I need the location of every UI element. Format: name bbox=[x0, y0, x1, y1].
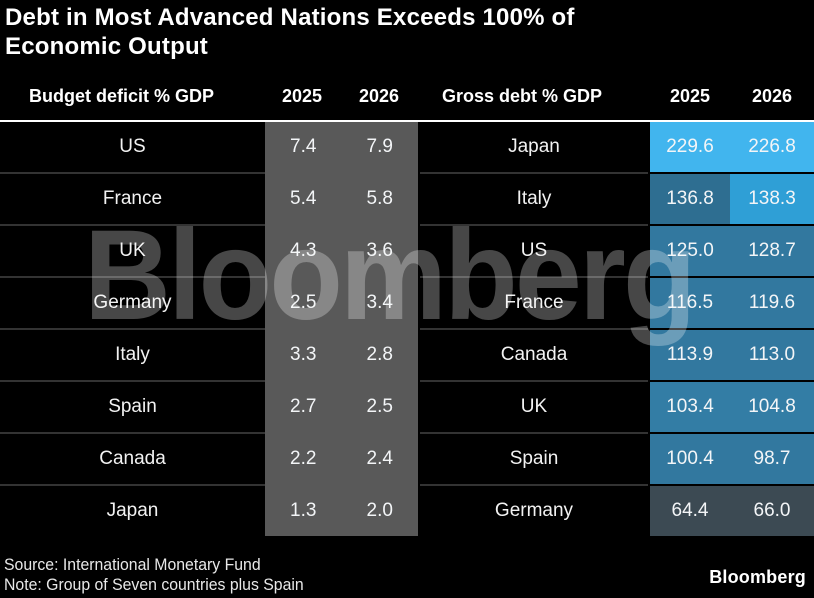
right-table-header-label: Gross debt % GDP bbox=[442, 86, 603, 106]
value-cell-2026: 66.0 bbox=[730, 486, 814, 536]
value-block: 136.8 138.3 bbox=[650, 172, 814, 224]
country-cell: France bbox=[420, 276, 648, 328]
table-row: UK 4.3 3.6 bbox=[0, 224, 418, 276]
country-cell: Canada bbox=[0, 432, 265, 484]
value-block: 103.4 104.8 bbox=[650, 380, 814, 432]
value-cell-2025: 3.3 bbox=[290, 344, 317, 365]
table-row: US 7.4 7.9 bbox=[0, 122, 418, 172]
table-row: Germany 2.5 3.4 bbox=[0, 276, 418, 328]
page-title: Debt in Most Advanced Nations Exceeds 10… bbox=[5, 4, 575, 60]
country-cell: US bbox=[119, 136, 146, 157]
value-cell-2026: 138.3 bbox=[730, 174, 814, 224]
table-row: Spain 100.4 98.7 bbox=[420, 432, 814, 484]
value-cell-2025: 64.4 bbox=[650, 486, 730, 536]
value-cell-2026: 119.6 bbox=[730, 278, 814, 328]
table-row: France 5.4 5.8 bbox=[0, 172, 418, 224]
value-cell-2025: 2.2 bbox=[290, 448, 317, 469]
country-cell: US bbox=[420, 224, 648, 276]
left-table-header-2026: 2026 bbox=[358, 86, 400, 106]
country-cell: Spain bbox=[420, 432, 648, 484]
value-block: 113.9 113.0 bbox=[650, 328, 814, 380]
value-block: 2.7 2.5 bbox=[265, 380, 418, 432]
value-cell-2025: 100.4 bbox=[650, 434, 730, 484]
value-block: 229.6 226.8 bbox=[650, 122, 814, 172]
value-cell-2025: 125.0 bbox=[650, 226, 730, 276]
value-cell-2025: 103.4 bbox=[650, 382, 730, 432]
value-cell-2026: 104.8 bbox=[730, 382, 814, 432]
table-row: Spain 2.7 2.5 bbox=[0, 380, 418, 432]
value-cell-2026: 226.8 bbox=[730, 122, 814, 172]
value-block: 125.0 128.7 bbox=[650, 224, 814, 276]
country-cell: Japan bbox=[0, 484, 265, 536]
value-cell-2026: 2.4 bbox=[366, 448, 393, 469]
source-note: Source: International Monetary Fund bbox=[4, 555, 261, 574]
budget-deficit-table: US 7.4 7.9 France 5.4 5.8 UK 4.3 3.6 Ger… bbox=[0, 122, 418, 536]
country-cell: Japan bbox=[508, 136, 560, 157]
right-table-header-2025: 2025 bbox=[669, 86, 711, 106]
value-cell-2026: 2.0 bbox=[366, 500, 393, 521]
value-cell-2025: 4.3 bbox=[290, 240, 317, 261]
value-cell-2026: 98.7 bbox=[730, 434, 814, 484]
table-row: Japan 229.6 226.8 bbox=[420, 122, 814, 172]
country-cell: Italy bbox=[420, 172, 648, 224]
left-table-header-label: Budget deficit % GDP bbox=[29, 86, 215, 106]
value-cell-2025: 5.4 bbox=[290, 188, 317, 209]
value-block: 2.2 2.4 bbox=[265, 432, 418, 484]
value-block: 4.3 3.6 bbox=[265, 224, 418, 276]
value-cell-2026: 2.8 bbox=[366, 344, 393, 365]
value-cell-2025: 229.6 bbox=[650, 122, 730, 172]
value-block: 5.4 5.8 bbox=[265, 172, 418, 224]
table-row: Germany 64.4 66.0 bbox=[420, 484, 814, 536]
country-cell: Spain bbox=[0, 380, 265, 432]
value-cell-2026: 3.6 bbox=[366, 240, 393, 261]
left-table-header-2025: 2025 bbox=[281, 86, 323, 106]
table-row: France 116.5 119.6 bbox=[420, 276, 814, 328]
table-row: US 125.0 128.7 bbox=[420, 224, 814, 276]
header-rule bbox=[0, 120, 814, 122]
value-block: 2.5 3.4 bbox=[265, 276, 418, 328]
table-row: Japan 1.3 2.0 bbox=[0, 484, 418, 536]
bloomberg-logo: Bloomberg bbox=[709, 567, 806, 587]
value-cell-2025: 113.9 bbox=[650, 330, 730, 380]
value-cell-2025: 2.7 bbox=[290, 396, 317, 417]
country-cell: France bbox=[0, 172, 265, 224]
country-cell: Canada bbox=[420, 328, 648, 380]
table-row: Italy 3.3 2.8 bbox=[0, 328, 418, 380]
value-cell-2026: 2.5 bbox=[366, 396, 393, 417]
value-cell-2026: 7.9 bbox=[366, 136, 393, 157]
right-table-header-2026: 2026 bbox=[751, 86, 793, 106]
country-cell: UK bbox=[0, 224, 265, 276]
country-cell: Germany bbox=[420, 484, 648, 536]
value-block: 1.3 2.0 bbox=[265, 484, 418, 536]
value-cell-2025: 136.8 bbox=[650, 174, 730, 224]
value-block: 3.3 2.8 bbox=[265, 328, 418, 380]
value-cell-2025: 1.3 bbox=[290, 500, 317, 521]
value-cell-2026: 3.4 bbox=[366, 292, 393, 313]
country-cell: Italy bbox=[0, 328, 265, 380]
value-cell-2026: 5.8 bbox=[366, 188, 393, 209]
value-block: 64.4 66.0 bbox=[650, 484, 814, 536]
table-row: Canada 2.2 2.4 bbox=[0, 432, 418, 484]
value-cell-2025: 116.5 bbox=[650, 278, 730, 328]
table-row: UK 103.4 104.8 bbox=[420, 380, 814, 432]
value-block: 100.4 98.7 bbox=[650, 432, 814, 484]
value-cell-2025: 2.5 bbox=[290, 292, 317, 313]
value-cell-2026: 113.0 bbox=[730, 330, 814, 380]
value-block: 116.5 119.6 bbox=[650, 276, 814, 328]
gross-debt-table: Japan 229.6 226.8 Italy 136.8 138.3 US 1… bbox=[420, 122, 814, 536]
footnote: Note: Group of Seven countries plus Spai… bbox=[4, 575, 304, 594]
country-cell: Germany bbox=[0, 276, 265, 328]
table-row: Italy 136.8 138.3 bbox=[420, 172, 814, 224]
value-cell-2026: 128.7 bbox=[730, 226, 814, 276]
value-block: 7.4 7.9 bbox=[265, 122, 418, 172]
table-row: Canada 113.9 113.0 bbox=[420, 328, 814, 380]
value-cell-2025: 7.4 bbox=[290, 136, 317, 157]
country-cell: UK bbox=[420, 380, 648, 432]
